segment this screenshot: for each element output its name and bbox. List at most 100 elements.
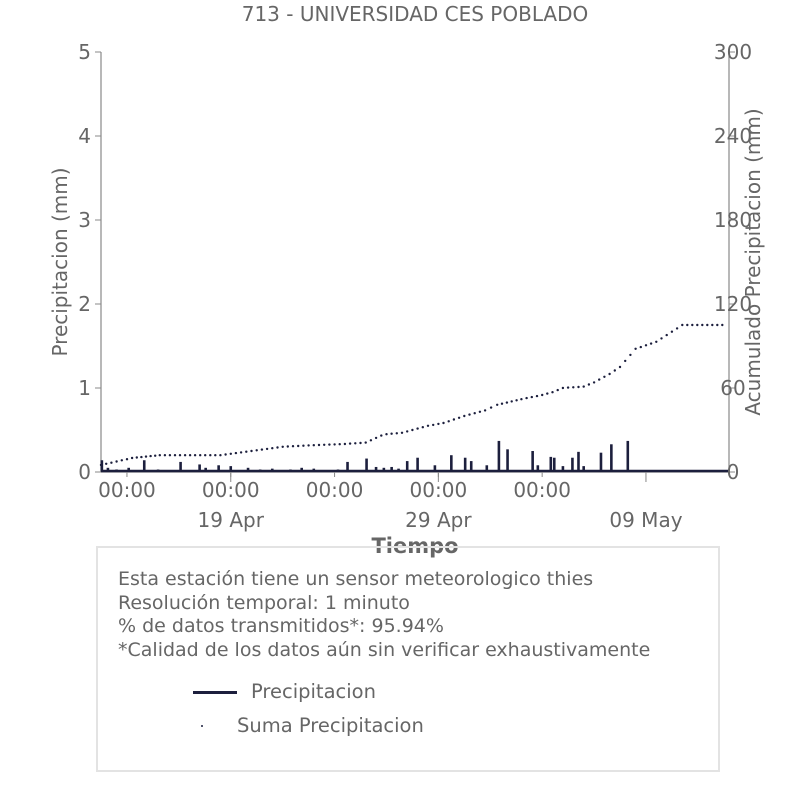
suma-precipitacion-point — [130, 456, 134, 460]
suma-precipitacion-point — [239, 451, 243, 454]
y-tick-label: 4 — [78, 124, 91, 148]
suma-precipitacion-point — [265, 447, 269, 451]
suma-precipitacion-point — [163, 454, 167, 457]
y2-tick-label: 120 — [714, 292, 752, 316]
suma-precipitacion-point — [644, 344, 648, 347]
suma-precipitacion-point — [608, 372, 611, 376]
x-major-tick-label: 09 May — [609, 508, 682, 532]
y2-tick-label: 180 — [714, 208, 752, 232]
y2-axis-label: Acumulado Precipitacion (mm) — [741, 108, 765, 415]
suma-precipitacion-point — [603, 375, 606, 378]
suma-precipitacion-point — [406, 430, 409, 433]
suma-precipitacion-point — [535, 394, 539, 398]
suma-precipitacion-point — [592, 381, 596, 384]
suma-precipitacion-point — [281, 445, 284, 448]
suma-precipitacion-point — [649, 342, 653, 345]
station-info-box: Esta estación tiene un sensor meteorolog… — [96, 546, 720, 772]
suma-precipitacion-point — [670, 330, 674, 333]
y-tick-label: 1 — [78, 376, 91, 400]
suma-precipitacion-point — [364, 441, 367, 444]
info-line-quality-note: *Calidad de los datos aún sin verificar … — [118, 638, 651, 661]
suma-precipitacion-point — [551, 391, 554, 394]
suma-precipitacion-point — [110, 461, 113, 464]
x-major-tick-label: 19 Apr — [198, 508, 265, 532]
suma-precipitacion-point — [505, 401, 509, 404]
suma-precipitacion-point — [271, 447, 274, 450]
suma-precipitacion-point — [135, 456, 138, 459]
suma-precipitacion-point — [183, 454, 187, 457]
suma-precipitacion-point — [276, 446, 279, 449]
suma-precipitacion-point — [721, 323, 724, 327]
suma-precipitacion-point — [520, 398, 523, 401]
legend-item-precipitacion: Precipitacion — [251, 680, 376, 703]
suma-precipitacion-point — [333, 443, 336, 446]
suma-precipitacion-point — [675, 327, 679, 330]
suma-precipitacion-point — [302, 444, 305, 447]
suma-precipitacion-point — [385, 433, 388, 436]
suma-precipitacion-point — [665, 333, 668, 337]
suma-precipitacion-point — [696, 323, 699, 327]
suma-precipitacion-point — [473, 412, 476, 415]
suma-precipitacion-point — [173, 454, 177, 457]
suma-precipitacion-point — [457, 416, 461, 419]
suma-precipitacion-point — [312, 444, 315, 447]
suma-precipitacion-point — [348, 442, 352, 445]
suma-precipitacion-point — [629, 353, 632, 357]
suma-precipitacion-point — [188, 454, 192, 457]
suma-precipitacion-point — [105, 462, 108, 465]
suma-precipitacion-point — [317, 443, 321, 447]
suma-precipitacion-point — [291, 445, 295, 448]
y-axis-label: Precipitacion (mm) — [48, 167, 72, 356]
suma-precipitacion-point — [541, 393, 544, 397]
suma-precipitacion-point — [204, 454, 207, 457]
y-tick-label: 0 — [78, 460, 91, 484]
x-minor-tick-label: 00:00 — [306, 478, 364, 502]
y-tick-label: 3 — [78, 208, 91, 232]
info-line-resolution: Resolución temporal: 1 minuto — [118, 591, 410, 614]
axes — [100, 52, 730, 473]
y2-tick-label: 300 — [714, 40, 752, 64]
suma-precipitacion-point — [149, 454, 152, 458]
y-tick-label: 2 — [78, 292, 91, 316]
legend-item-suma-precipitacion: Suma Precipitacion — [237, 714, 424, 737]
suma-precipitacion-point — [411, 428, 414, 432]
suma-precipitacion-point — [193, 454, 197, 457]
precipitacion-series — [100, 440, 729, 473]
x-major-tick-label: 29 Apr — [405, 508, 472, 532]
suma-precipitacion-point — [432, 423, 435, 427]
suma-precipitacion-point — [178, 454, 182, 457]
suma-precipitacion-point — [463, 414, 466, 418]
suma-precipitacion-point — [229, 452, 232, 455]
suma-precipitacion-point — [556, 388, 559, 392]
suma-precipitacion-point — [681, 323, 684, 327]
suma-precipitacion-point — [154, 454, 157, 457]
suma-precipitacion-point — [209, 454, 212, 457]
suma-precipitacion-point — [359, 441, 362, 445]
suma-precipitacion-point — [245, 450, 248, 453]
suma-precipitacion-point — [515, 399, 518, 402]
suma-precipitacion-point — [354, 442, 357, 445]
suma-precipitacion-point — [115, 460, 118, 463]
suma-precipitacion-point — [214, 454, 217, 457]
suma-precipitacion-point — [437, 422, 440, 426]
suma-precipitacion-point — [395, 432, 398, 435]
suma-precipitacion-point — [426, 424, 430, 427]
suma-precipitacion-point — [447, 420, 450, 423]
suma-precipitacion-point — [125, 458, 129, 461]
suma-precipitacion-point — [374, 436, 378, 440]
suma-precipitacion-point — [496, 403, 499, 406]
suma-precipitacion-point — [328, 443, 331, 446]
suma-precipitacion-point — [421, 426, 424, 429]
suma-precipitacion-point — [483, 409, 487, 412]
suma-precipitacion-point — [587, 383, 591, 386]
suma-precipitacion-point — [297, 444, 300, 448]
x-minor-tick-label: 00:00 — [513, 478, 571, 502]
suma-precipitacion-point — [613, 369, 616, 372]
suma-precipitacion-point — [400, 431, 404, 434]
y2-tick-label: 0 — [727, 460, 740, 484]
chart: 713 - UNIVERSIDAD CES POBLADO 0 1 2 3 4 5 0 60 1… — [48, 2, 765, 558]
suma-precipitacion-point — [343, 442, 347, 446]
suma-precipitacion-point — [582, 385, 585, 388]
y-tick-label: 5 — [78, 40, 91, 64]
